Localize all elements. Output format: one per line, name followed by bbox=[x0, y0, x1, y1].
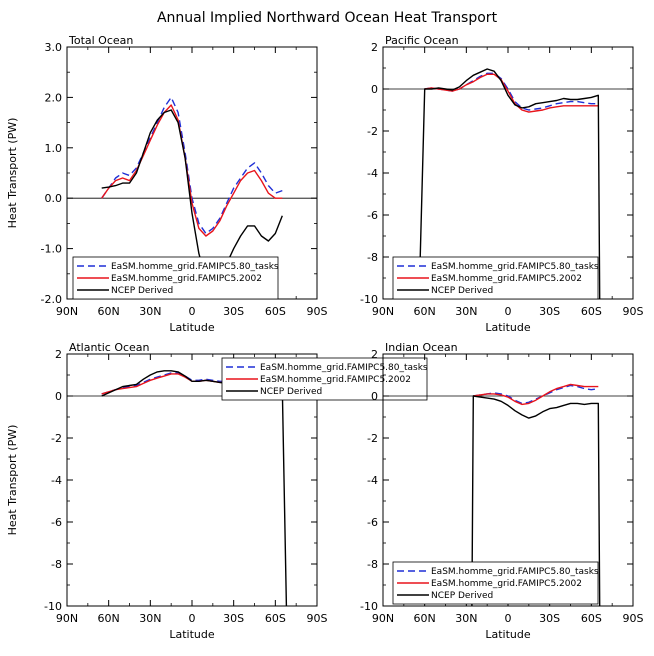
series-line-1 bbox=[473, 383, 599, 406]
x-tick-label: 0 bbox=[189, 612, 196, 625]
y-tick-label: -2 bbox=[367, 432, 378, 445]
y-tick-label: -6 bbox=[367, 209, 378, 222]
legend-label: NCEP Derived bbox=[431, 591, 493, 601]
y-tick-label: -8 bbox=[51, 558, 62, 571]
legend: EaSM.homme_grid.FAMIPC5.80_tasks EaSM.hom… bbox=[392, 561, 599, 605]
legend-label: EaSM.homme_grid.FAMIPC5.80_tasks bbox=[431, 262, 599, 272]
legend-label: EaSM.homme_grid.FAMIPC5.80_tasks bbox=[431, 567, 599, 577]
series-line-0 bbox=[424, 72, 599, 111]
legend-label: NCEP Derived bbox=[111, 286, 173, 296]
x-tick-label: 90S bbox=[307, 305, 328, 318]
x-tick-label: 90S bbox=[623, 305, 644, 318]
x-axis-label: Latitude bbox=[485, 321, 531, 334]
chart-panel-2: Atlantic Ocean 90N 60N 30N 0 30S 60S 90S -10 -8 -6… bbox=[6, 341, 428, 641]
y-tick-label: -2 bbox=[367, 125, 378, 138]
x-tick-label: 60N bbox=[98, 612, 120, 625]
y-tick-label: -8 bbox=[367, 558, 378, 571]
panel-title: Total Ocean bbox=[68, 34, 133, 47]
series-line-2 bbox=[471, 395, 601, 606]
series-line-0 bbox=[101, 96, 283, 235]
series-line-2 bbox=[418, 68, 601, 299]
x-tick-label: 90N bbox=[56, 612, 78, 625]
legend-label: EaSM.homme_grid.FAMIPC5.2002 bbox=[431, 274, 582, 284]
x-tick-label: 30N bbox=[139, 305, 161, 318]
x-tick-label: 60N bbox=[414, 305, 436, 318]
series-line-1 bbox=[101, 104, 283, 237]
x-tick-label: 0 bbox=[505, 612, 512, 625]
legend: EaSM.homme_grid.FAMIPC5.80_tasks EaSM.hom… bbox=[392, 256, 599, 300]
x-tick-label: 30N bbox=[455, 612, 477, 625]
x-tick-label: 0 bbox=[505, 305, 512, 318]
chart-panel-1: Pacific Ocean 90N 60N 30N 0 30S 60S 90S -10 -8 -6 -… bbox=[360, 34, 643, 334]
x-tick-label: 60N bbox=[414, 612, 436, 625]
y-axis-label: Heat Transport (PW) bbox=[6, 425, 19, 536]
y-tick-label: 0.0 bbox=[45, 192, 63, 205]
y-tick-label: -10 bbox=[360, 293, 378, 306]
x-tick-label: 60S bbox=[581, 612, 602, 625]
x-tick-label: 60S bbox=[265, 612, 286, 625]
x-axis-label: Latitude bbox=[485, 628, 531, 641]
y-tick-label: 0 bbox=[371, 83, 378, 96]
legend-label: EaSM.homme_grid.FAMIPC5.80_tasks bbox=[111, 262, 279, 272]
y-tick-label: -6 bbox=[51, 516, 62, 529]
y-tick-label: -2.0 bbox=[41, 293, 62, 306]
x-tick-label: 90S bbox=[307, 612, 328, 625]
y-tick-label: -6 bbox=[367, 516, 378, 529]
panel-title: Pacific Ocean bbox=[385, 34, 459, 47]
x-tick-label: 30S bbox=[223, 612, 244, 625]
series-line-0 bbox=[473, 384, 599, 405]
y-tick-label: -10 bbox=[44, 600, 62, 613]
y-axis-label: Heat Transport (PW) bbox=[6, 118, 19, 229]
series-line-2 bbox=[101, 109, 283, 280]
x-axis-label: Latitude bbox=[169, 321, 215, 334]
y-tick-label: -1.0 bbox=[41, 243, 62, 256]
y-tick-label: 2 bbox=[371, 41, 378, 54]
y-tick-label: -2 bbox=[51, 432, 62, 445]
chart-panel-0: Total Ocean 90N 60N 30N 0 30S 60S 90S -2.0 -1.0 0.… bbox=[6, 34, 328, 334]
figure-title: Annual Implied Northward Ocean Heat Tran… bbox=[157, 10, 498, 26]
legend-label: NCEP Derived bbox=[260, 387, 322, 397]
legend-label: NCEP Derived bbox=[431, 286, 493, 296]
y-tick-label: -4 bbox=[367, 474, 378, 487]
y-tick-label: 2.0 bbox=[45, 91, 63, 104]
x-tick-label: 30S bbox=[223, 305, 244, 318]
y-tick-label: 2 bbox=[55, 348, 62, 361]
y-tick-label: -10 bbox=[360, 600, 378, 613]
x-tick-label: 90N bbox=[372, 305, 394, 318]
chart-panel-3: Indian Ocean 90N 60N 30N 0 30S 60S 90S -10 -8 -6 -4… bbox=[360, 341, 643, 641]
x-tick-label: 90N bbox=[56, 305, 78, 318]
y-tick-label: -8 bbox=[367, 251, 378, 264]
y-tick-label: 0 bbox=[371, 390, 378, 403]
legend-label: EaSM.homme_grid.FAMIPC5.2002 bbox=[111, 274, 262, 284]
y-tick-label: 2 bbox=[371, 348, 378, 361]
legend-label: EaSM.homme_grid.FAMIPC5.2002 bbox=[431, 579, 582, 589]
y-tick-label: 3.0 bbox=[45, 41, 63, 54]
legend-label: EaSM.homme_grid.FAMIPC5.2002 bbox=[260, 375, 411, 385]
panel-title: Indian Ocean bbox=[385, 341, 458, 354]
series-line-2 bbox=[101, 370, 288, 606]
x-tick-label: 90S bbox=[623, 612, 644, 625]
legend: EaSM.homme_grid.FAMIPC5.80_tasks EaSM.hom… bbox=[72, 256, 279, 300]
x-tick-label: 60N bbox=[98, 305, 120, 318]
legend: EaSM.homme_grid.FAMIPC5.80_tasks EaSM.hom… bbox=[221, 357, 428, 401]
legend-label: EaSM.homme_grid.FAMIPC5.80_tasks bbox=[260, 363, 428, 373]
x-tick-label: 30N bbox=[455, 305, 477, 318]
series-line-1 bbox=[424, 73, 599, 113]
y-tick-label: -4 bbox=[51, 474, 62, 487]
x-tick-label: 60S bbox=[265, 305, 286, 318]
x-tick-label: 30S bbox=[539, 305, 560, 318]
x-tick-label: 90N bbox=[372, 612, 394, 625]
x-tick-label: 30N bbox=[139, 612, 161, 625]
x-tick-label: 30S bbox=[539, 612, 560, 625]
x-tick-label: 60S bbox=[581, 305, 602, 318]
x-tick-label: 0 bbox=[189, 305, 196, 318]
panel-title: Atlantic Ocean bbox=[69, 341, 150, 354]
y-tick-label: 0 bbox=[55, 390, 62, 403]
x-axis-label: Latitude bbox=[169, 628, 215, 641]
y-tick-label: -4 bbox=[367, 167, 378, 180]
y-tick-label: 1.0 bbox=[45, 142, 63, 155]
